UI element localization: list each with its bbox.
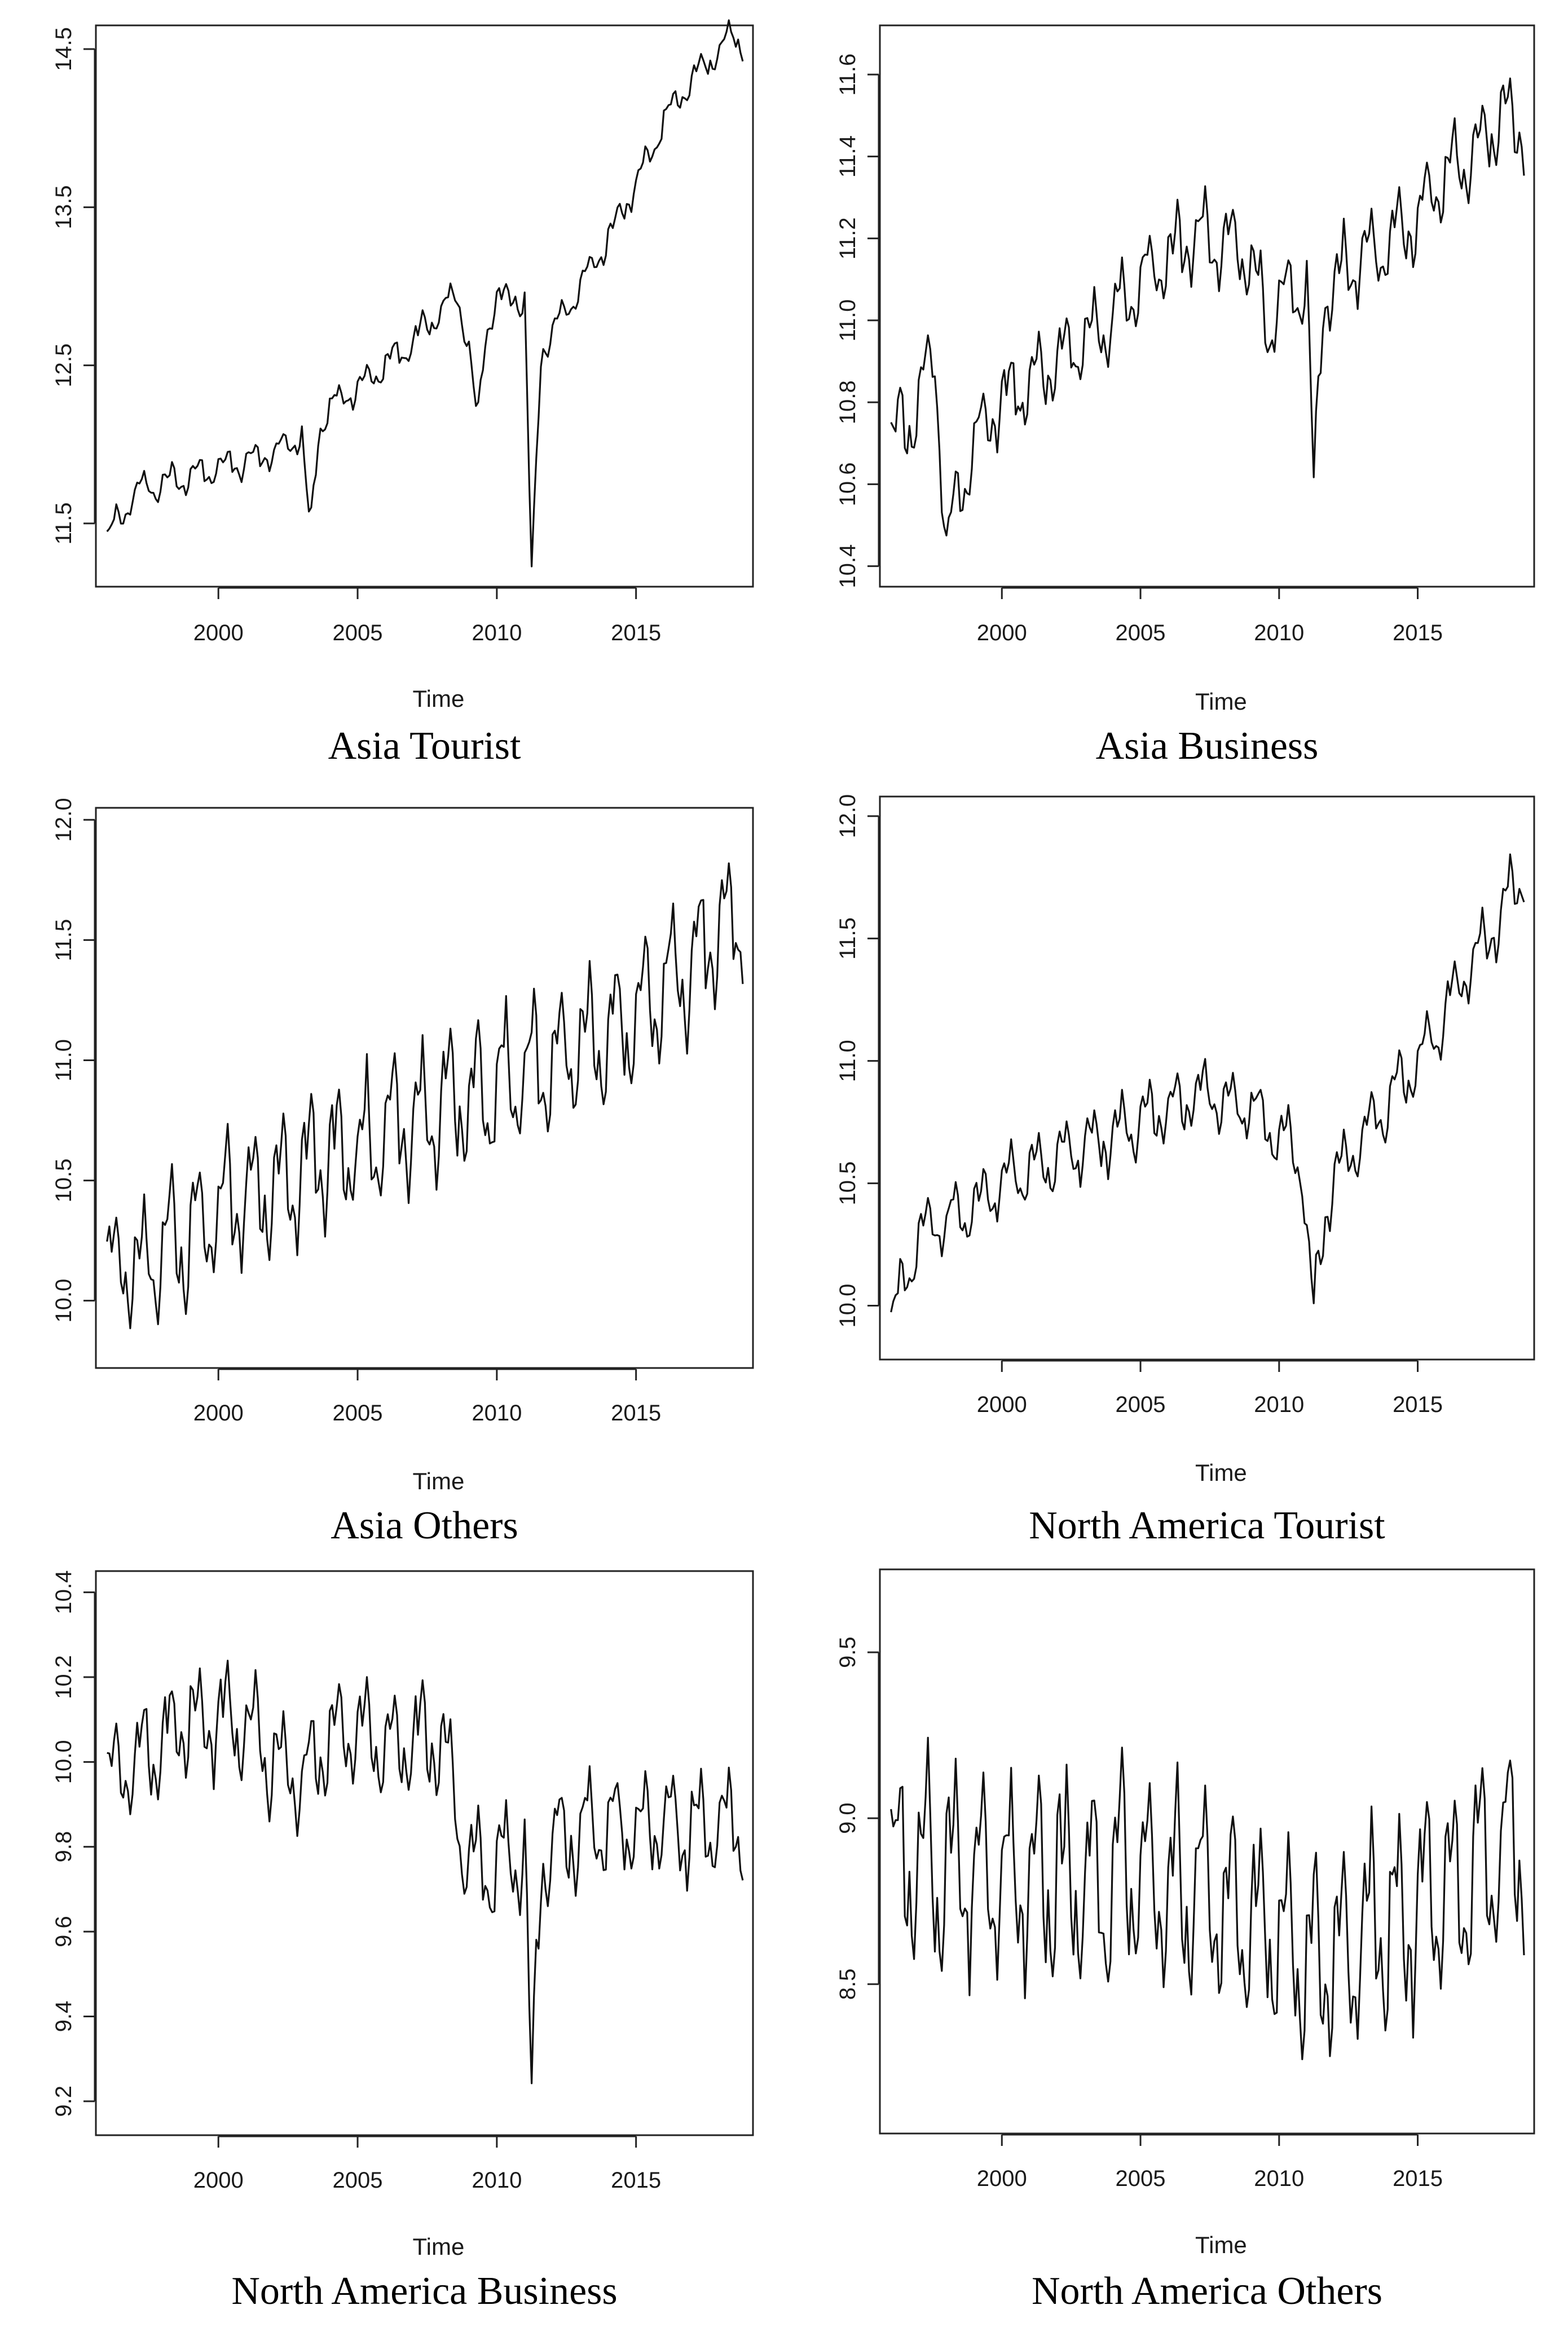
x-axis-title: Time: [413, 1468, 465, 1494]
x-tick-label: 2005: [333, 621, 383, 645]
y-tick-label: 10.4: [51, 1571, 76, 1615]
plot-frame: [879, 1568, 1535, 2135]
x-tick-label: 2000: [193, 1401, 244, 1426]
x-tick-label: 2010: [472, 621, 522, 645]
x-axis-title: Time: [1195, 2232, 1247, 2258]
y-tick-label: 9.4: [51, 2001, 76, 2033]
x-tick-label: 2010: [472, 1401, 522, 1426]
y-tick-label: 11.0: [835, 1040, 860, 1082]
x-tick-label: 2005: [333, 2168, 383, 2193]
x-tick-label: 2015: [1393, 1392, 1443, 1417]
x-tick-label: 2000: [193, 2168, 244, 2193]
y-tick-label: 9.2: [51, 2086, 76, 2117]
y-tick-label: 8.5: [835, 1968, 860, 2000]
x-tick-label: 2005: [1116, 1392, 1166, 1417]
y-tick-label: 10.5: [51, 1159, 76, 1203]
y-tick-label: 11.0: [51, 1039, 76, 1081]
x-tick-label: 2015: [611, 621, 661, 645]
x-tick-label: 2005: [333, 1401, 383, 1426]
plot-frame: [95, 1570, 754, 2136]
y-tick-label: 11.5: [51, 919, 76, 961]
y-tick-label: 10.4: [835, 544, 860, 588]
series-line: [890, 77, 1525, 536]
x-tick-label: 2000: [977, 2166, 1027, 2191]
y-tick-label: 10.6: [835, 463, 860, 507]
series-line: [890, 853, 1525, 1313]
panel-caption: North America Others: [1032, 2269, 1382, 2313]
y-tick-label: 14.5: [51, 27, 76, 71]
y-tick-label: 13.5: [51, 185, 76, 229]
x-axis-title: Time: [413, 2233, 465, 2260]
x-tick-label: 2005: [1116, 2166, 1166, 2191]
x-tick-label: 2015: [611, 1401, 661, 1426]
y-tick-label: 11.0: [835, 299, 860, 341]
panel-3: 2000 2005 2010 2015 10.0 10.5 11.0 11.5 12.0 Time…: [51, 798, 754, 1547]
x-tick-label: 2015: [1393, 2166, 1443, 2191]
y-tick-label: 9.0: [835, 1802, 860, 1834]
x-tick-label: 2000: [193, 621, 244, 645]
panel-caption: North America Tourist: [1029, 1504, 1385, 1547]
x-tick-label: 2010: [1254, 1392, 1304, 1417]
y-tick-label: 10.8: [835, 380, 860, 424]
y-tick-label: 12.5: [51, 344, 76, 388]
y-tick-label: 10.0: [835, 1284, 860, 1328]
plot-frame: [879, 24, 1535, 588]
y-tick-label: 12.0: [835, 794, 860, 838]
x-tick-label: 2015: [611, 2168, 661, 2193]
panel-5: 2000 2005 2010 2015 9.2 9.4 9.6 9.8 10.0 10.2 10.4…: [51, 1570, 754, 2313]
x-axis-title: Time: [1195, 1459, 1247, 1486]
panel-2: 2000 2005 2010 2015 10.4 10.6 10.8 11.0 11.2 11.4…: [835, 24, 1535, 768]
panel-caption: Asia Business: [1096, 724, 1319, 768]
x-tick-label: 2000: [977, 621, 1027, 645]
y-tick-label: 10.5: [835, 1162, 860, 1206]
y-tick-label: 10.2: [51, 1655, 76, 1699]
x-tick-label: 2015: [1393, 621, 1443, 645]
y-tick-label: 11.2: [835, 217, 860, 259]
series-line: [107, 1660, 744, 2084]
y-tick-label: 12.0: [51, 798, 76, 842]
series-line: [106, 19, 744, 568]
plot-frame: [95, 807, 754, 1369]
y-tick-label: 11.4: [835, 135, 860, 178]
panel-1: 2000 2005 2010 2015 11.5 12.5 13.5 14.5 Time Asia…: [51, 19, 754, 768]
y-tick-label: 11.5: [51, 502, 76, 544]
panel-4: 2000 2005 2010 2015 10.0 10.5 11.0 11.5 12.0 Time…: [835, 794, 1535, 1547]
x-tick-label: 2010: [1254, 621, 1304, 645]
x-tick-label: 2010: [472, 2168, 522, 2193]
y-tick-label: 10.0: [51, 1279, 76, 1323]
panel-caption: North America Business: [231, 2269, 617, 2313]
x-tick-label: 2000: [977, 1392, 1027, 1417]
plot-frame: [879, 795, 1535, 1361]
y-tick-label: 10.0: [51, 1740, 76, 1784]
panel-caption: Asia Tourist: [328, 724, 521, 768]
x-axis-title: Time: [413, 685, 465, 712]
y-tick-label: 9.8: [51, 1831, 76, 1863]
y-tick-label: 9.5: [835, 1637, 860, 1668]
plot-frame: [95, 24, 754, 588]
x-tick-label: 2005: [1116, 621, 1166, 645]
y-tick-label: 11.5: [835, 917, 860, 960]
y-tick-label: 9.6: [51, 1916, 76, 1947]
x-axis-title: Time: [1195, 688, 1247, 715]
panel-6: 2000 2005 2010 2015 8.5 9.0 9.5 Time North Ameri…: [835, 1568, 1535, 2313]
x-tick-label: 2010: [1254, 2166, 1304, 2191]
series-line: [890, 1736, 1525, 2060]
series-line: [106, 862, 744, 1330]
y-tick-label: 11.6: [835, 54, 860, 96]
panel-caption: Asia Others: [331, 1504, 518, 1547]
